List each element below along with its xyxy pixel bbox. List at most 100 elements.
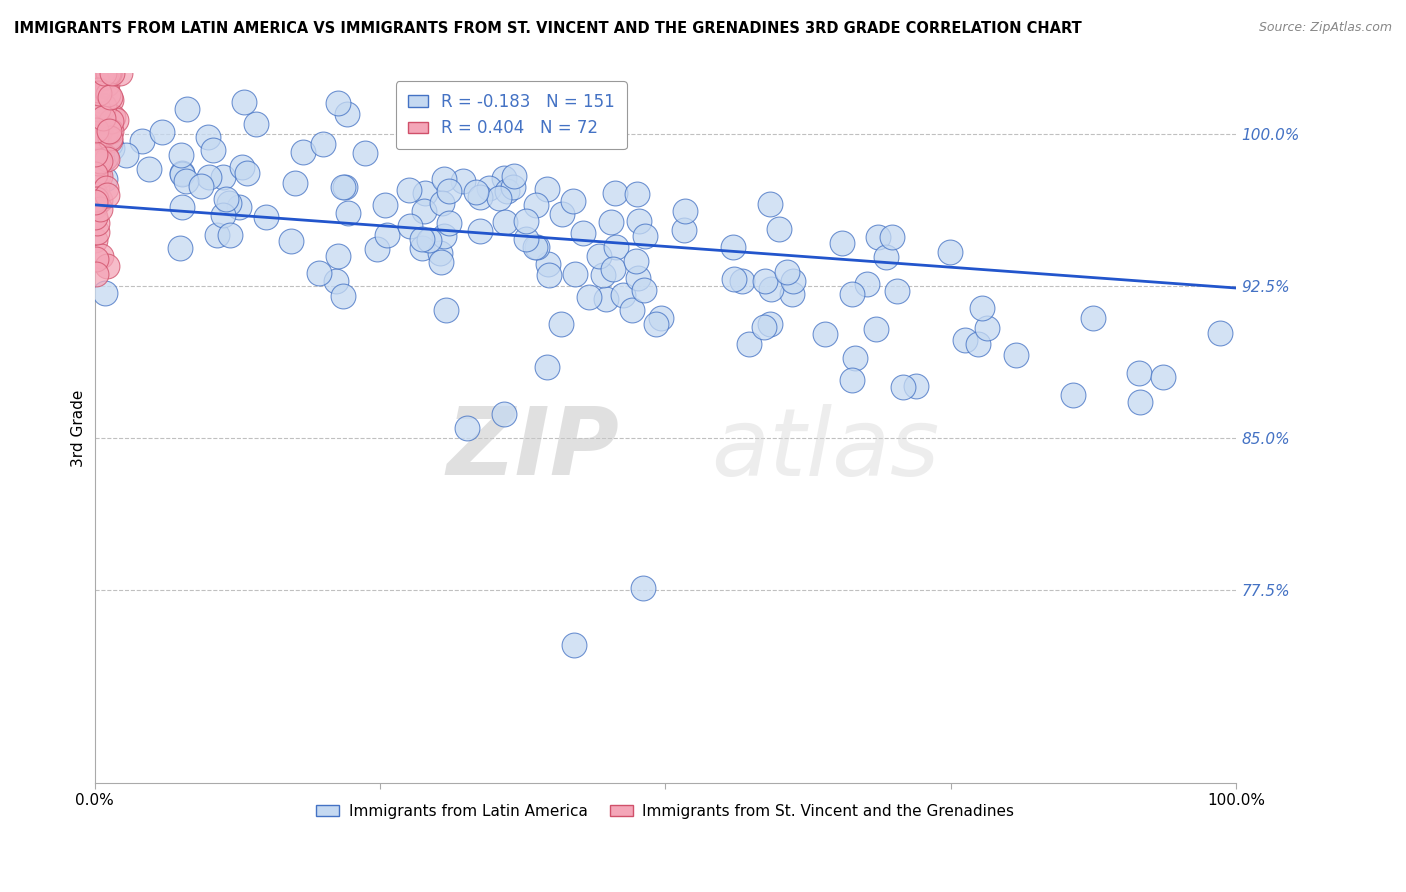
Point (886, 285, 908, 299)
Point (280, 235, 302, 249)
Point (1209, 326, 1232, 340)
Point (254, 211, 277, 225)
Point (451, 174, 474, 188)
Point (502, 179, 524, 194)
Point (537, 268, 560, 283)
Point (1129, 394, 1152, 409)
Point (738, 337, 761, 351)
Point (96, 66, 118, 80)
Point (875, 250, 897, 264)
Point (104, 113, 127, 128)
Point (236, 166, 259, 180)
Point (551, 207, 574, 221)
Point (418, 233, 440, 247)
Point (115, 148, 138, 162)
Point (398, 219, 420, 233)
Point (312, 136, 335, 151)
Point (626, 187, 648, 202)
Point (633, 284, 655, 298)
Point (291, 145, 314, 159)
Point (83, 199, 105, 213)
Point (456, 421, 478, 435)
Point (550, 317, 572, 331)
Point (432, 196, 454, 211)
Point (325, 274, 347, 288)
Point (439, 184, 461, 198)
Point (86, 194, 108, 209)
Point (87, 131, 110, 145)
Point (494, 407, 516, 421)
Point (502, 169, 524, 183)
Point (754, 275, 776, 289)
Text: Source: ZipAtlas.com: Source: ZipAtlas.com (1258, 21, 1392, 34)
Point (562, 194, 585, 208)
Point (176, 174, 198, 188)
Point (205, 228, 228, 243)
Point (631, 582, 654, 596)
Point (880, 230, 903, 244)
Point (84, 192, 107, 206)
Point (536, 359, 558, 374)
Point (93, 99, 115, 113)
Point (138, 162, 160, 177)
Point (465, 185, 488, 199)
Point (101, 66, 124, 80)
Point (526, 240, 548, 254)
Point (94, 172, 117, 186)
Point (87, 142, 110, 156)
Point (97, 124, 120, 138)
Point (624, 253, 647, 268)
Point (491, 128, 513, 143)
Point (86, 217, 108, 231)
Point (605, 186, 627, 200)
Point (93, 66, 115, 80)
Point (87, 145, 110, 159)
Point (634, 228, 657, 243)
Point (83, 147, 105, 161)
Point (87, 155, 110, 169)
Point (97, 66, 120, 80)
Point (101, 141, 124, 155)
Point (938, 244, 960, 259)
Point (841, 287, 863, 301)
Point (602, 262, 624, 277)
Point (150, 125, 173, 139)
Point (100, 93, 122, 107)
Point (231, 160, 253, 174)
Point (571, 227, 593, 241)
Point (84, 117, 107, 131)
Point (245, 117, 267, 131)
Point (86, 180, 108, 194)
Point (592, 268, 614, 282)
Point (83, 195, 105, 210)
Point (84, 171, 107, 186)
Point (904, 379, 927, 393)
Point (429, 246, 451, 260)
Point (169, 241, 191, 255)
Point (94, 285, 117, 300)
Point (841, 373, 863, 387)
Point (468, 224, 491, 238)
Point (83, 187, 105, 202)
Y-axis label: 3rd Grade: 3rd Grade (72, 389, 86, 467)
Point (524, 198, 547, 212)
Point (87, 103, 110, 117)
Point (96, 150, 118, 164)
Point (86, 267, 108, 281)
Point (86, 83, 108, 97)
Point (723, 240, 745, 254)
Point (831, 236, 853, 251)
Point (89, 153, 111, 168)
Point (434, 303, 457, 318)
Point (524, 239, 547, 253)
Point (595, 292, 617, 306)
Point (90, 112, 112, 127)
Point (776, 264, 799, 278)
Point (84, 143, 107, 157)
Point (131, 134, 153, 148)
Point (332, 289, 354, 303)
Point (814, 326, 837, 341)
Point (768, 222, 790, 236)
Point (98, 136, 121, 151)
Point (723, 272, 745, 286)
